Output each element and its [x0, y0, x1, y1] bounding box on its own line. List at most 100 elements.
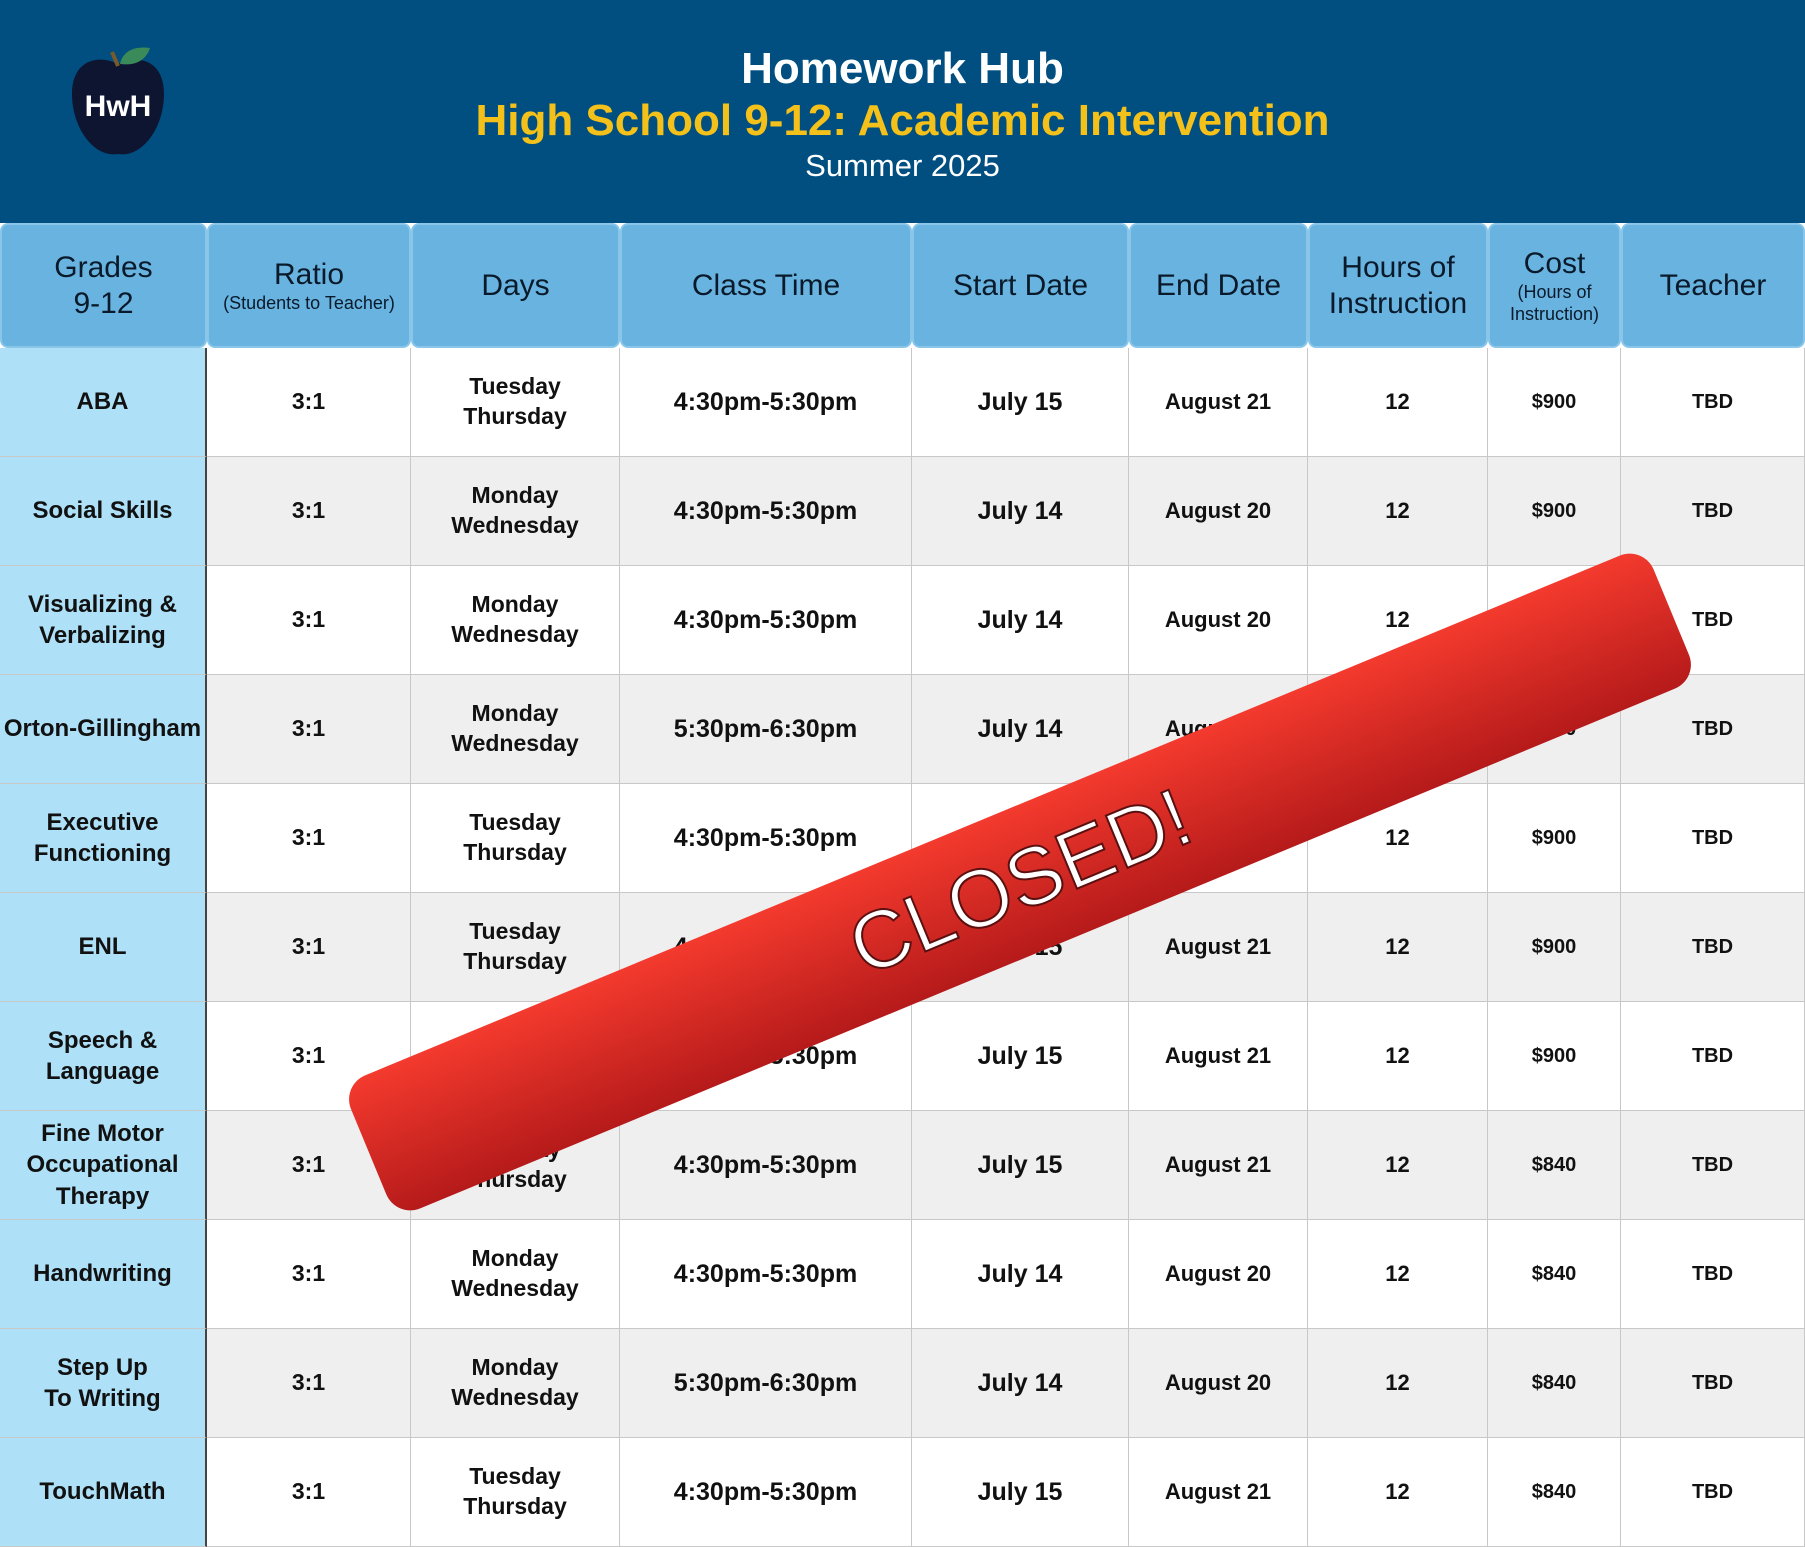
- column-header: Ratio (Students to Teacher): [207, 223, 411, 348]
- column-header: Grades 9-12: [0, 223, 207, 348]
- table-cell: TBD: [1621, 1329, 1805, 1438]
- logo: HwH: [72, 47, 164, 155]
- term: Summer 2025: [805, 148, 1000, 183]
- column-sublabel: (Hours of Instruction): [1509, 281, 1600, 324]
- column-label: End Date: [1155, 268, 1282, 302]
- row-label: Orton-Gillingham: [0, 675, 207, 784]
- table-cell: 4:30pm-5:30pm: [620, 1220, 912, 1329]
- table-cell: Tuesday Thursday: [411, 784, 620, 893]
- table-cell: 3:1: [207, 784, 411, 893]
- table-cell: $900: [1488, 893, 1621, 1002]
- column-header: Days: [411, 223, 620, 348]
- table-cell: 3:1: [207, 457, 411, 566]
- table-cell: August 21: [1129, 1002, 1308, 1111]
- table-cell: 4:30pm-5:30pm: [620, 1111, 912, 1220]
- table-cell: Tuesday Thursday: [411, 1438, 620, 1547]
- subtitle: High School 9-12: Academic Intervention: [475, 96, 1330, 145]
- table-cell: 4:30pm-5:30pm: [620, 348, 912, 457]
- table-cell: 12: [1308, 1002, 1488, 1111]
- table-cell: July 14: [912, 1220, 1129, 1329]
- row-label: Handwriting: [0, 1220, 207, 1329]
- table-cell: 4:30pm-5:30pm: [620, 784, 912, 893]
- table-cell: $900: [1488, 1002, 1621, 1111]
- table-cell: $900: [1488, 784, 1621, 893]
- column-label: Cost: [1523, 246, 1586, 280]
- column-label: Start Date: [952, 268, 1089, 302]
- table-cell: July 15: [912, 1111, 1129, 1220]
- table-cell: 3:1: [207, 675, 411, 784]
- table-cell: $900: [1488, 348, 1621, 457]
- table-cell: July 14: [912, 675, 1129, 784]
- table-cell: 12: [1308, 457, 1488, 566]
- table-cell: 12: [1308, 1329, 1488, 1438]
- table-cell: July 15: [912, 1002, 1129, 1111]
- table-cell: Monday Wednesday: [411, 675, 620, 784]
- column-header: End Date: [1129, 223, 1308, 348]
- table-cell: Monday Wednesday: [411, 1220, 620, 1329]
- table-cell: TBD: [1621, 457, 1805, 566]
- row-label: Social Skills: [0, 457, 207, 566]
- table-cell: Monday Wednesday: [411, 1329, 620, 1438]
- table-cell: Monday Wednesday: [411, 566, 620, 675]
- column-label: Grades 9-12: [54, 250, 153, 320]
- table-cell: August 20: [1129, 1329, 1308, 1438]
- title: Homework Hub: [741, 44, 1064, 93]
- column-label: Teacher: [1659, 268, 1767, 302]
- table-cell: 12: [1308, 1111, 1488, 1220]
- table-cell: August 20: [1129, 457, 1308, 566]
- table-cell: 4:30pm-5:30pm: [620, 1438, 912, 1547]
- table-cell: 12: [1308, 893, 1488, 1002]
- table-cell: Monday Wednesday: [411, 457, 620, 566]
- table-cell: TBD: [1621, 893, 1805, 1002]
- table-cell: $840: [1488, 1329, 1621, 1438]
- table-cell: 4:30pm-5:30pm: [620, 566, 912, 675]
- column-label: Days: [481, 268, 550, 302]
- row-label: ABA: [0, 348, 207, 457]
- table-cell: 3:1: [207, 893, 411, 1002]
- table-cell: July 14: [912, 1329, 1129, 1438]
- table-cell: 12: [1308, 1220, 1488, 1329]
- table-cell: $840: [1488, 1220, 1621, 1329]
- logo-text: HwH: [85, 90, 152, 123]
- column-header: Teacher: [1621, 223, 1805, 348]
- column-header: Cost (Hours of Instruction): [1488, 223, 1621, 348]
- table-cell: 4:30pm-5:30pm: [620, 457, 912, 566]
- column-sublabel: (Students to Teacher): [223, 292, 395, 313]
- row-label: Fine Motor Occupational Therapy: [0, 1111, 207, 1220]
- row-label: Speech & Language: [0, 1002, 207, 1111]
- column-label: Hours of Instruction: [1328, 250, 1468, 320]
- banner-shape: [349, 553, 1691, 1211]
- table-cell: $900: [1488, 457, 1621, 566]
- row-label: TouchMath: [0, 1438, 207, 1547]
- table-cell: July 14: [912, 457, 1129, 566]
- table-cell: August 21: [1129, 1111, 1308, 1220]
- table-cell: 3:1: [207, 1002, 411, 1111]
- row-label: Executive Functioning: [0, 784, 207, 893]
- column-header: Start Date: [912, 223, 1129, 348]
- table-cell: $840: [1488, 1111, 1621, 1220]
- table-cell: 3:1: [207, 348, 411, 457]
- table-cell: 3:1: [207, 1220, 411, 1329]
- table-cell: TBD: [1621, 1111, 1805, 1220]
- row-label: ENL: [0, 893, 207, 1002]
- header: HwH Homework Hub High School 9-12: Acade…: [0, 0, 1805, 223]
- table-cell: 5:30pm-6:30pm: [620, 1329, 912, 1438]
- column-label: Ratio: [273, 257, 345, 291]
- column-header: Hours of Instruction: [1308, 223, 1488, 348]
- table-cell: August 20: [1129, 566, 1308, 675]
- table-cell: Tuesday Thursday: [411, 893, 620, 1002]
- table-cell: 3:1: [207, 1329, 411, 1438]
- table-cell: Tuesday Thursday: [411, 348, 620, 457]
- table-cell: 5:30pm-6:30pm: [620, 675, 912, 784]
- column-label: Class Time: [691, 268, 841, 302]
- table-cell: August 20: [1129, 1220, 1308, 1329]
- column-header: Class Time: [620, 223, 912, 348]
- row-label: Visualizing & Verbalizing: [0, 566, 207, 675]
- table-cell: August 21: [1129, 348, 1308, 457]
- table-cell: August 21: [1129, 893, 1308, 1002]
- table-cell: 12: [1308, 348, 1488, 457]
- table-cell: 3:1: [207, 566, 411, 675]
- row-label: Step Up To Writing: [0, 1329, 207, 1438]
